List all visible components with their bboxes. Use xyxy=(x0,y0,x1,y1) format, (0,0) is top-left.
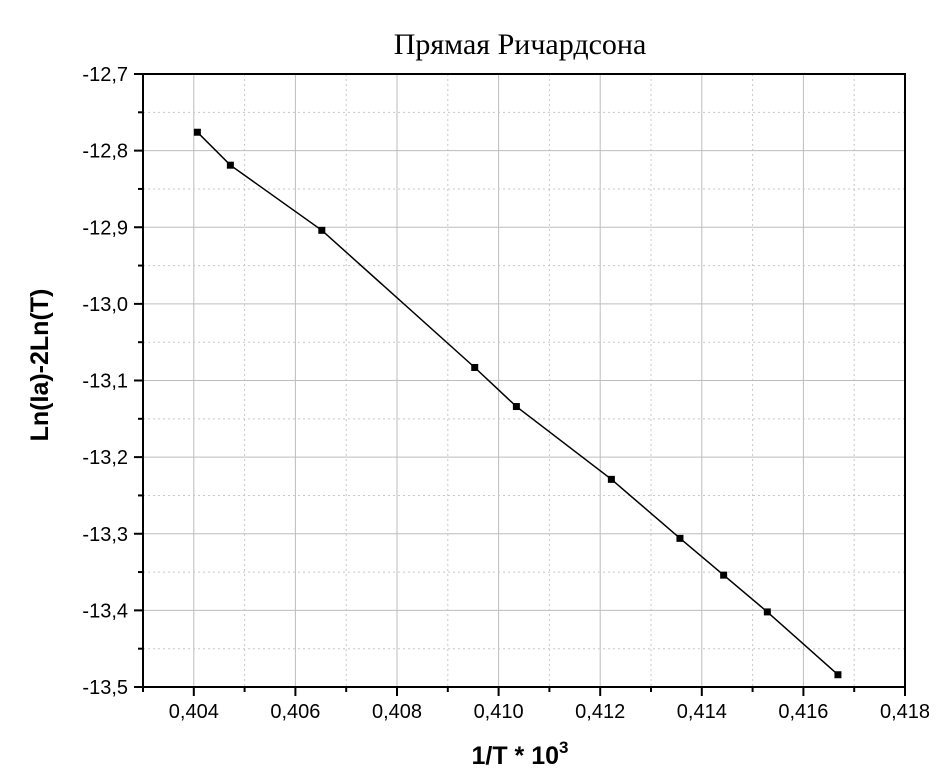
y-tick-label: -13,4 xyxy=(82,600,128,622)
data-point xyxy=(471,363,479,371)
data-series xyxy=(193,128,842,679)
x-axis-label: 1/T * 103 xyxy=(471,738,568,770)
y-tick-label: -13,2 xyxy=(82,447,128,469)
data-point xyxy=(607,475,615,483)
plot-frame xyxy=(142,73,906,688)
y-tick-label: -12,7 xyxy=(82,64,128,86)
y-axis-label: Ln(Ia)-2Ln(T) xyxy=(26,289,54,442)
y-tick-label: -13,5 xyxy=(82,677,128,699)
tick-labels: 0,404 0,406 0,408 0,410 0,412 0,414 0,416 0,418… xyxy=(82,64,930,723)
data-point xyxy=(763,608,771,616)
y-tick-label: -12,9 xyxy=(82,217,128,239)
data-point xyxy=(834,671,842,679)
data-point xyxy=(676,534,684,542)
x-tick-label: 0,418 xyxy=(880,701,930,723)
axis-ticks xyxy=(134,73,906,696)
data-point xyxy=(193,128,201,136)
data-point xyxy=(720,571,728,579)
x-tick-label: 0,404 xyxy=(169,701,219,723)
y-tick-label: -13,3 xyxy=(82,524,128,546)
x-tick-label: 0,412 xyxy=(575,701,625,723)
x-tick-label: 0,408 xyxy=(372,701,422,723)
y-tick-label: -13,1 xyxy=(82,371,128,393)
x-tick-label: 0,410 xyxy=(474,701,524,723)
x-tick-label: 0,414 xyxy=(677,701,727,723)
x-axis-label-superscript: 3 xyxy=(559,738,568,757)
series-line xyxy=(196,131,839,676)
x-tick-label: 0,416 xyxy=(778,701,828,723)
y-tick-label: -13,0 xyxy=(82,294,128,316)
x-tick-label: 0,406 xyxy=(270,701,320,723)
data-point xyxy=(226,161,234,169)
data-point xyxy=(512,403,520,411)
y-tick-label: -12,8 xyxy=(82,141,128,163)
x-axis-label-main: 1/T * 10 xyxy=(471,742,559,770)
grid xyxy=(142,73,906,688)
data-point xyxy=(318,226,326,234)
chart-title: Прямая Ричардсона xyxy=(394,28,647,61)
